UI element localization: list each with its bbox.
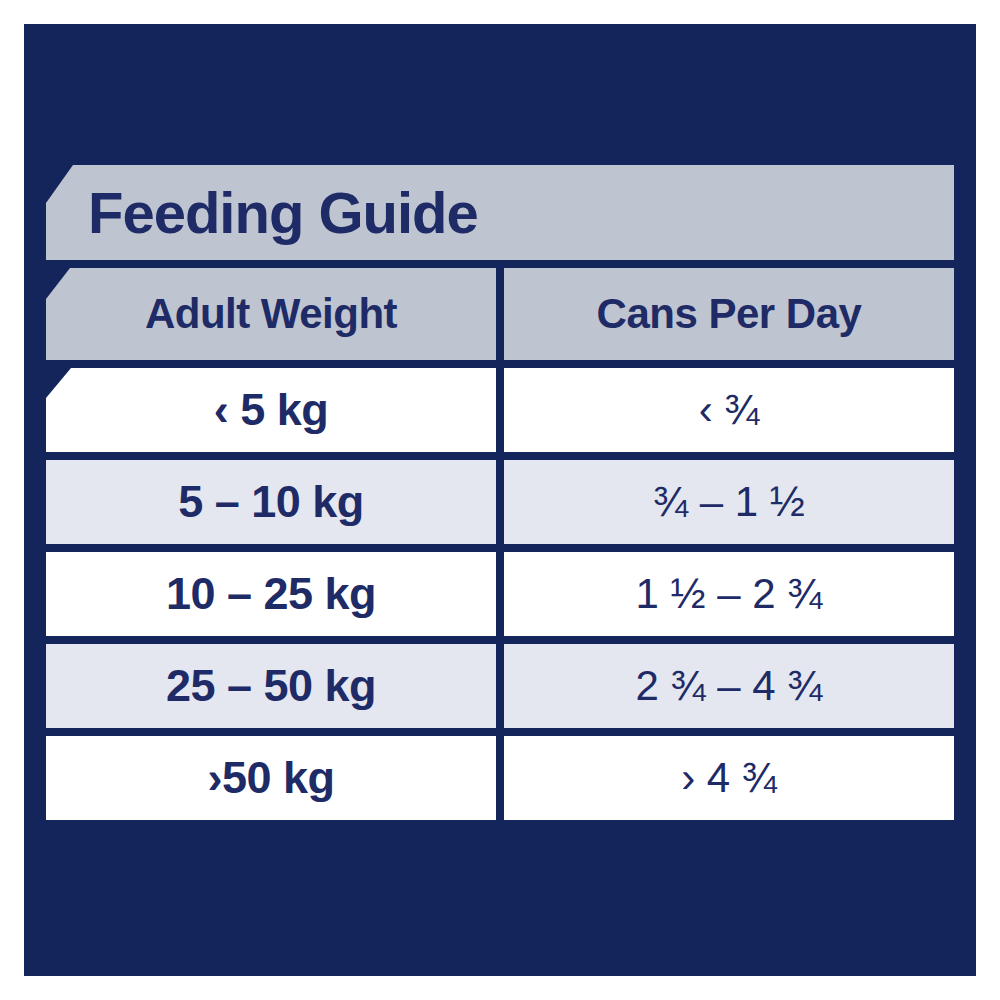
cans-cell: ‹ ¾ bbox=[504, 368, 954, 452]
column-header-adult-weight: Adult Weight bbox=[46, 268, 496, 360]
weight-cell: 5 – 10 kg bbox=[46, 460, 496, 544]
cans-cell: 1 ½ – 2 ¾ bbox=[504, 552, 954, 636]
cans-cell: 2 ¾ – 4 ¾ bbox=[504, 644, 954, 728]
cans-cell: › 4 ¾ bbox=[504, 736, 954, 820]
weight-cell: ‹ 5 kg bbox=[46, 368, 496, 452]
weight-cell: 10 – 25 kg bbox=[46, 552, 496, 636]
cans-cell: ¾ – 1 ½ bbox=[504, 460, 954, 544]
table-row: 25 – 50 kg 2 ¾ – 4 ¾ bbox=[46, 644, 954, 728]
table-header-row: Adult Weight Cans Per Day bbox=[46, 268, 954, 360]
table-row: 5 – 10 kg ¾ – 1 ½ bbox=[46, 460, 954, 544]
title-banner: Feeding Guide bbox=[46, 165, 954, 260]
weight-cell: 25 – 50 kg bbox=[46, 644, 496, 728]
column-header-cans-per-day: Cans Per Day bbox=[504, 268, 954, 360]
feeding-guide-panel: Feeding Guide Adult Weight Cans Per Day … bbox=[24, 24, 976, 976]
table-row: 10 – 25 kg 1 ½ – 2 ¾ bbox=[46, 552, 954, 636]
table-row: ‹ 5 kg ‹ ¾ bbox=[46, 368, 954, 452]
page-title: Feeding Guide bbox=[88, 179, 478, 246]
weight-cell: ›50 kg bbox=[46, 736, 496, 820]
table-row: ›50 kg › 4 ¾ bbox=[46, 736, 954, 820]
